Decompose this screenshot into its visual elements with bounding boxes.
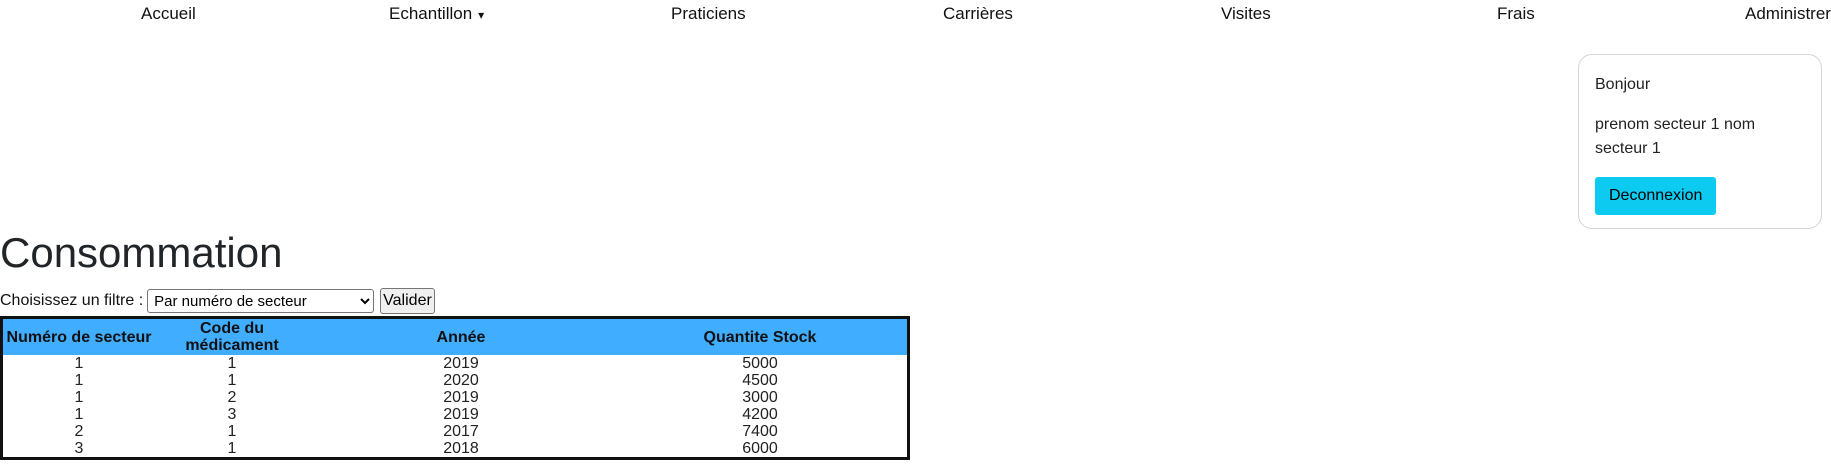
cell-sector: 1 — [74, 372, 84, 389]
cell-drug-code: 2 — [227, 389, 237, 406]
cell-sector: 1 — [74, 406, 84, 423]
filter-label: Choisissez un filtre : — [0, 292, 144, 309]
cell-drug-code: 1 — [227, 372, 237, 389]
cell-year: 2019 — [443, 355, 479, 372]
table-row: 2 1 2017 7400 — [2, 423, 909, 440]
logout-button[interactable]: Deconnexion — [1595, 177, 1717, 215]
column-header-sector: Numéro de secteur — [1, 317, 155, 355]
greeting-text: Bonjour — [1595, 76, 1651, 93]
validate-button[interactable]: Valider — [380, 288, 435, 314]
nav-frais[interactable]: Frais — [1497, 4, 1535, 23]
cell-sector: 1 — [74, 389, 84, 406]
top-nav: Accueil Echantillon ▾ Praticiens Carrière… — [0, 0, 1831, 28]
nav-carrieres[interactable]: Carrières — [943, 4, 1013, 23]
cell-year: 2020 — [443, 372, 479, 389]
table-row: 1 2 2019 3000 — [2, 389, 909, 406]
column-header-year: Année — [309, 317, 613, 355]
table-row: 1 3 2019 4200 — [2, 406, 909, 423]
cell-sector: 2 — [74, 423, 84, 440]
filter-form: Choisissez un filtre : Par numéro de sec… — [0, 288, 435, 314]
filter-select[interactable]: Par numéro de secteur — [147, 289, 375, 313]
cell-stock: 5000 — [742, 355, 778, 372]
nav-accueil[interactable]: Accueil — [141, 4, 196, 23]
cell-year: 2019 — [443, 389, 479, 406]
cell-year: 2019 — [443, 406, 479, 423]
table-row: 1 1 2020 4500 — [2, 372, 909, 389]
column-header-stock: Quantite Stock — [613, 317, 909, 355]
chevron-down-icon: ▾ — [478, 8, 485, 22]
cell-year: 2018 — [443, 440, 479, 457]
cell-sector: 1 — [74, 355, 84, 372]
cell-year: 2017 — [443, 423, 479, 440]
cell-stock: 6000 — [742, 440, 778, 457]
page-title: Consommation — [0, 229, 283, 276]
column-header-drug-code: Code du médicament — [155, 317, 309, 355]
consommation-table: Numéro de secteur Code du médicament Ann… — [0, 316, 910, 460]
nav-praticiens[interactable]: Praticiens — [671, 4, 746, 23]
user-card: Bonjour prenom secteur 1 nom secteur 1 D… — [1578, 54, 1822, 229]
cell-drug-code: 3 — [227, 406, 237, 423]
table-row: 3 1 2018 6000 — [2, 440, 909, 459]
cell-stock: 4500 — [742, 372, 778, 389]
cell-stock: 7400 — [742, 423, 778, 440]
cell-stock: 3000 — [742, 389, 778, 406]
cell-drug-code: 1 — [227, 440, 237, 457]
cell-stock: 4200 — [742, 406, 778, 423]
cell-sector: 3 — [74, 440, 84, 457]
user-name: prenom secteur 1 nom secteur 1 — [1595, 116, 1756, 157]
table-row: 1 1 2019 5000 — [2, 355, 909, 372]
nav-administrer[interactable]: Administrer — [1745, 4, 1831, 23]
table-header-row: Numéro de secteur Code du médicament Ann… — [1, 317, 909, 355]
cell-drug-code: 1 — [227, 355, 237, 372]
nav-visites[interactable]: Visites — [1221, 4, 1271, 23]
cell-drug-code: 1 — [227, 423, 237, 440]
nav-echantillon[interactable]: Echantillon ▾ — [389, 4, 484, 25]
nav-echantillon-label: Echantillon — [389, 4, 473, 23]
